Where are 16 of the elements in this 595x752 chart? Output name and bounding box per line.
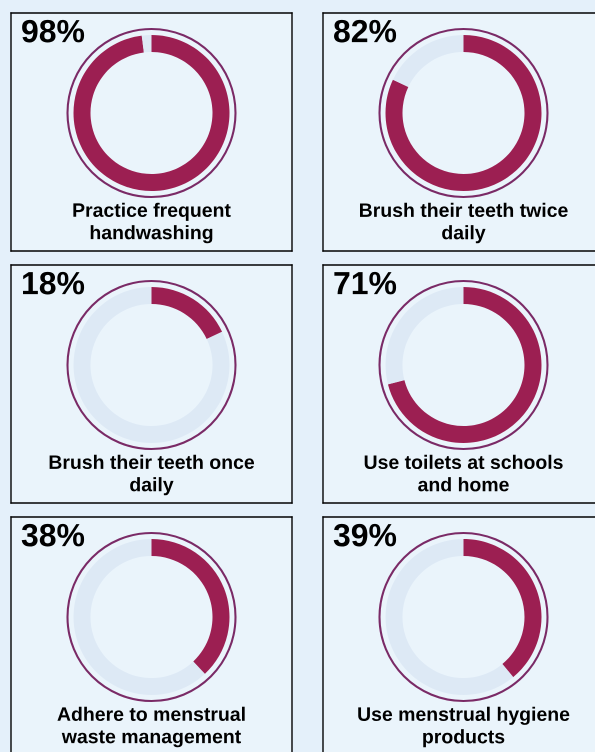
text: 82% [334,20,396,42]
donut-slice [152,287,222,340]
text: Brush their teeth once daily [50,454,254,496]
donut-slice [464,539,542,678]
text: Practice frequent handwashing [73,202,231,244]
text: 98% [22,20,84,42]
donut-slice [152,539,230,674]
text: 18% [23,272,84,294]
text: Use toilets at schools and home [364,454,563,492]
text: Use menstrual hygiene products [358,706,570,748]
text: 38% [22,524,84,547]
text: Adhere to menstrual waste management [57,706,245,748]
text: 71% [334,272,396,294]
text: Brush their teeth twice daily [360,202,568,244]
text: 39% [334,524,396,547]
donut-slice [142,35,152,52]
